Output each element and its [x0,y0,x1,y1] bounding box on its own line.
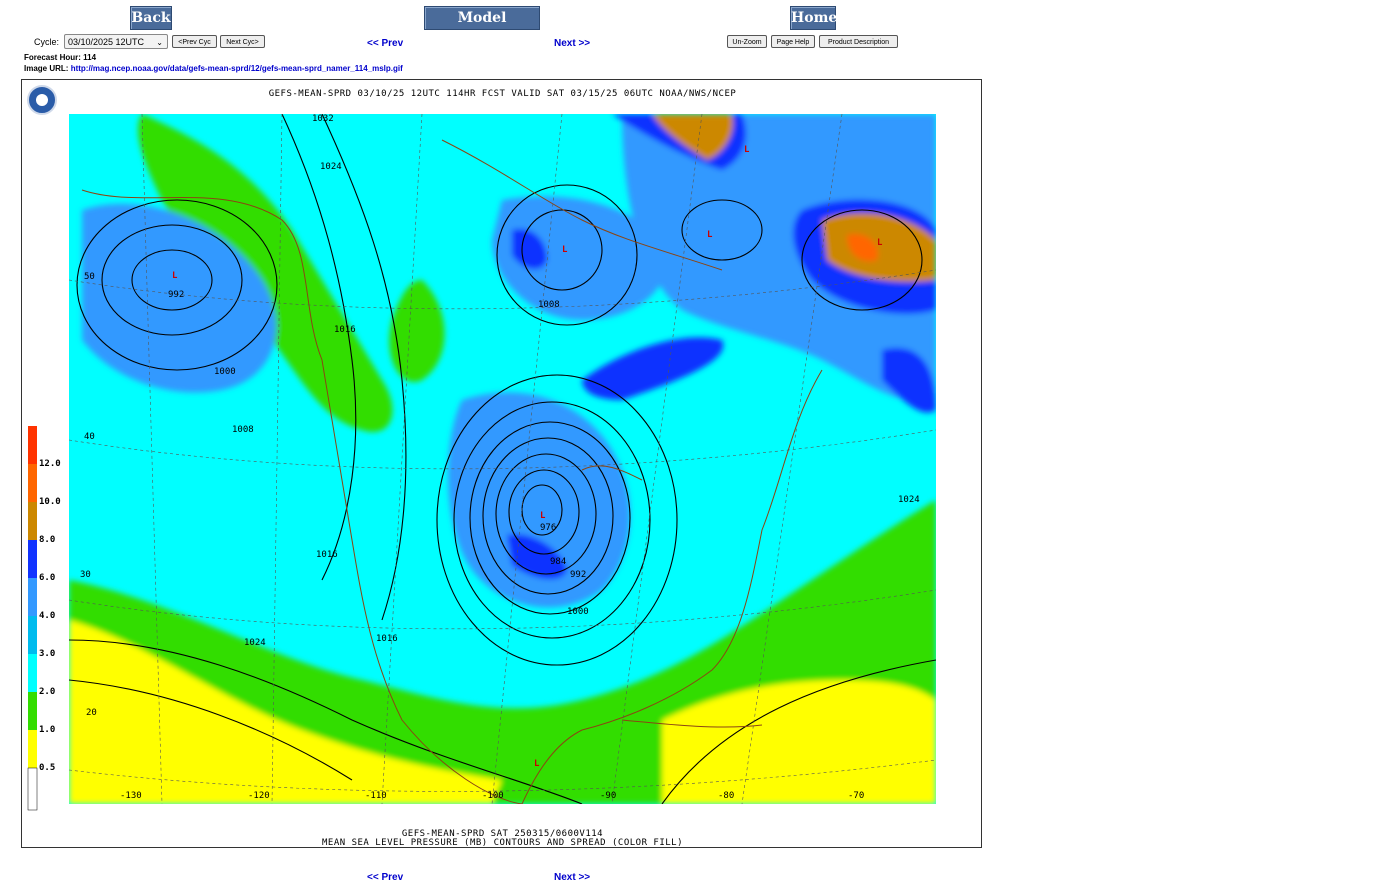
image-url-label: Image URL: [24,64,69,73]
next-link[interactable]: Next >> [554,38,591,49]
legend-label: 6.0 [39,573,56,583]
legend-label: 3.0 [39,649,56,659]
noaa-logo [27,85,57,115]
contour-label: 1000 [214,367,236,377]
contour-label: 984 [550,557,567,567]
prev-link[interactable]: << Prev [367,38,404,49]
low-marker: L [172,271,178,281]
forecast-hour-value: 114 [83,53,97,62]
legend-swatch-s5 [28,578,37,616]
legend-label: 4.0 [39,611,56,621]
forecast-map[interactable]: GEFS-MEAN-SPRD 03/10/25 12UTC 114HR FCST… [21,79,982,848]
contour-label: 1024 [320,162,342,172]
legend-swatch-s9 [28,426,37,464]
lon-label: -90 [600,791,617,801]
chevron-down-icon: ⌄ [156,38,163,47]
map-plot: L L L L L L L [27,114,936,811]
contour-label: 1000 [567,607,589,617]
low-marker: L [540,511,546,521]
legend-swatch-s7 [28,502,37,540]
contour-label: 1016 [334,325,356,335]
lon-label: -70 [848,791,865,801]
contour-label: 992 [570,570,587,580]
contour-label: 1024 [244,638,266,648]
prev-cycle-button[interactable]: <Prev Cyc [172,35,217,48]
forecast-hour: Forecast Hour: 114 [24,53,96,62]
lon-label: -120 [248,791,270,801]
contour-label: 992 [168,290,185,300]
map-footer-valid: GEFS-MEAN-SPRD SAT 250315/0600V114 [401,829,604,839]
forecast-hour-label: Forecast Hour: [24,53,81,62]
contour-label: 1032 [312,114,334,124]
spread-fill [69,114,936,804]
home-button[interactable]: Home [790,6,837,30]
image-url: Image URL: http://mag.ncep.noaa.gov/data… [24,64,403,73]
legend-swatch-s8 [28,464,37,502]
lat-label: 20 [86,708,97,718]
low-marker: L [744,145,750,155]
low-marker: L [562,245,568,255]
next-cycle-button[interactable]: Next Cyc> [220,35,265,48]
lat-label: 40 [84,432,95,442]
cycle-select[interactable]: 03/10/2025 12UTC ⌄ [64,34,168,49]
contour-label: 1008 [538,300,560,310]
legend-swatch-s4 [28,616,37,654]
next-link-bottom[interactable]: Next >> [554,872,591,883]
low-marker: L [707,230,713,240]
back-button[interactable]: Back [130,6,172,30]
low-marker: L [534,759,540,769]
legend-label: 0.5 [39,763,56,773]
legend-colorbar [27,426,38,811]
legend-label: 8.0 [39,535,56,545]
unzoom-button[interactable]: Un-Zoom [727,35,767,48]
contour-label: 1016 [376,634,398,644]
legend-swatch-s6 [28,540,37,578]
low-marker: L [877,238,883,248]
lon-label: -80 [718,791,735,801]
model-guidance-button[interactable]: Model Guidance [424,6,540,48]
map-footer-description: MEAN SEA LEVEL PRESSURE (MB) CONTOURS AN… [321,838,684,848]
contour-label: 1008 [232,425,254,435]
cycle-select-value: 03/10/2025 12UTC [68,37,145,47]
legend-swatch-s3 [28,654,37,692]
lon-label: -110 [365,791,387,801]
legend-label: 12.0 [39,459,61,469]
contour-label: 1024 [898,495,920,505]
lat-label: 50 [84,272,95,282]
prev-link-bottom[interactable]: << Prev [367,872,404,883]
lat-label: 30 [80,570,91,580]
map-title: GEFS-MEAN-SPRD 03/10/25 12UTC 114HR FCST… [268,89,737,99]
legend-swatch-s1 [28,730,37,768]
image-url-link[interactable]: http://mag.ncep.noaa.gov/data/gefs-mean-… [70,64,403,73]
legend-label: 2.0 [39,687,56,697]
legend-label: 1.0 [39,725,56,735]
lon-label: -130 [120,791,142,801]
contour-label: 976 [540,523,557,533]
legend-swatch-s2 [28,692,37,730]
page-help-button[interactable]: Page Help [771,35,815,48]
legend-swatch-s0 [27,767,38,811]
contour-label: 1016 [316,550,338,560]
cycle-label: Cycle: [34,37,60,47]
product-description-button[interactable]: Product Description [819,35,898,48]
legend-label: 10.0 [39,497,61,507]
lon-label: -100 [482,791,504,801]
